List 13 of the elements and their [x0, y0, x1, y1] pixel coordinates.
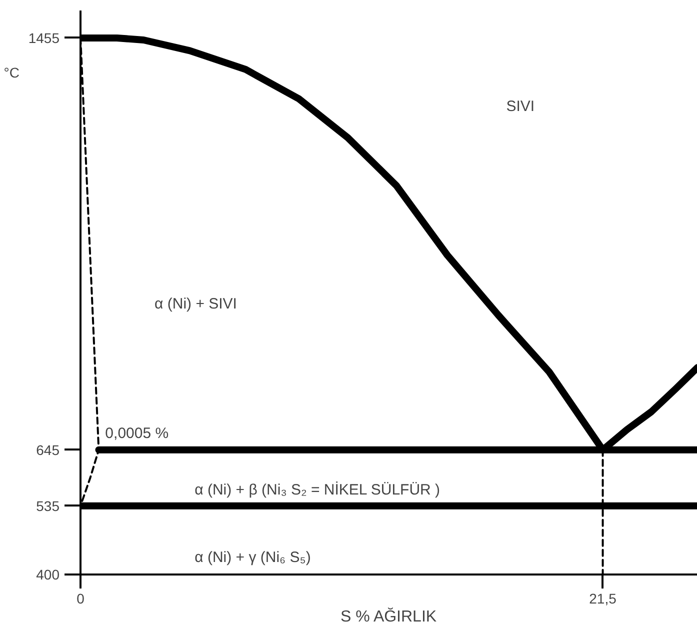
annotation: α (Ni) + β (Ni₃ S₂ = NİKEL SÜLFÜR )	[194, 480, 440, 498]
x-tick-label: 21,5	[589, 590, 617, 606]
annotation: α (Ni) + γ (Ni₆ S₅)	[194, 549, 311, 566]
annotation: 0,0005 %	[105, 425, 169, 442]
annotation: α (Ni) + SIVI	[154, 295, 237, 312]
y-tick-label: 645	[36, 442, 60, 458]
y-tick-label: 1455	[28, 30, 60, 46]
x-axis-title: S % AĞIRLIK	[340, 608, 437, 626]
y-tick-label: 400	[36, 566, 60, 582]
y-axis-title: °C	[4, 64, 20, 81]
x-tick-label: 0	[76, 590, 85, 606]
annotation: SIVI	[506, 98, 535, 115]
y-tick-label: 535	[36, 498, 60, 514]
